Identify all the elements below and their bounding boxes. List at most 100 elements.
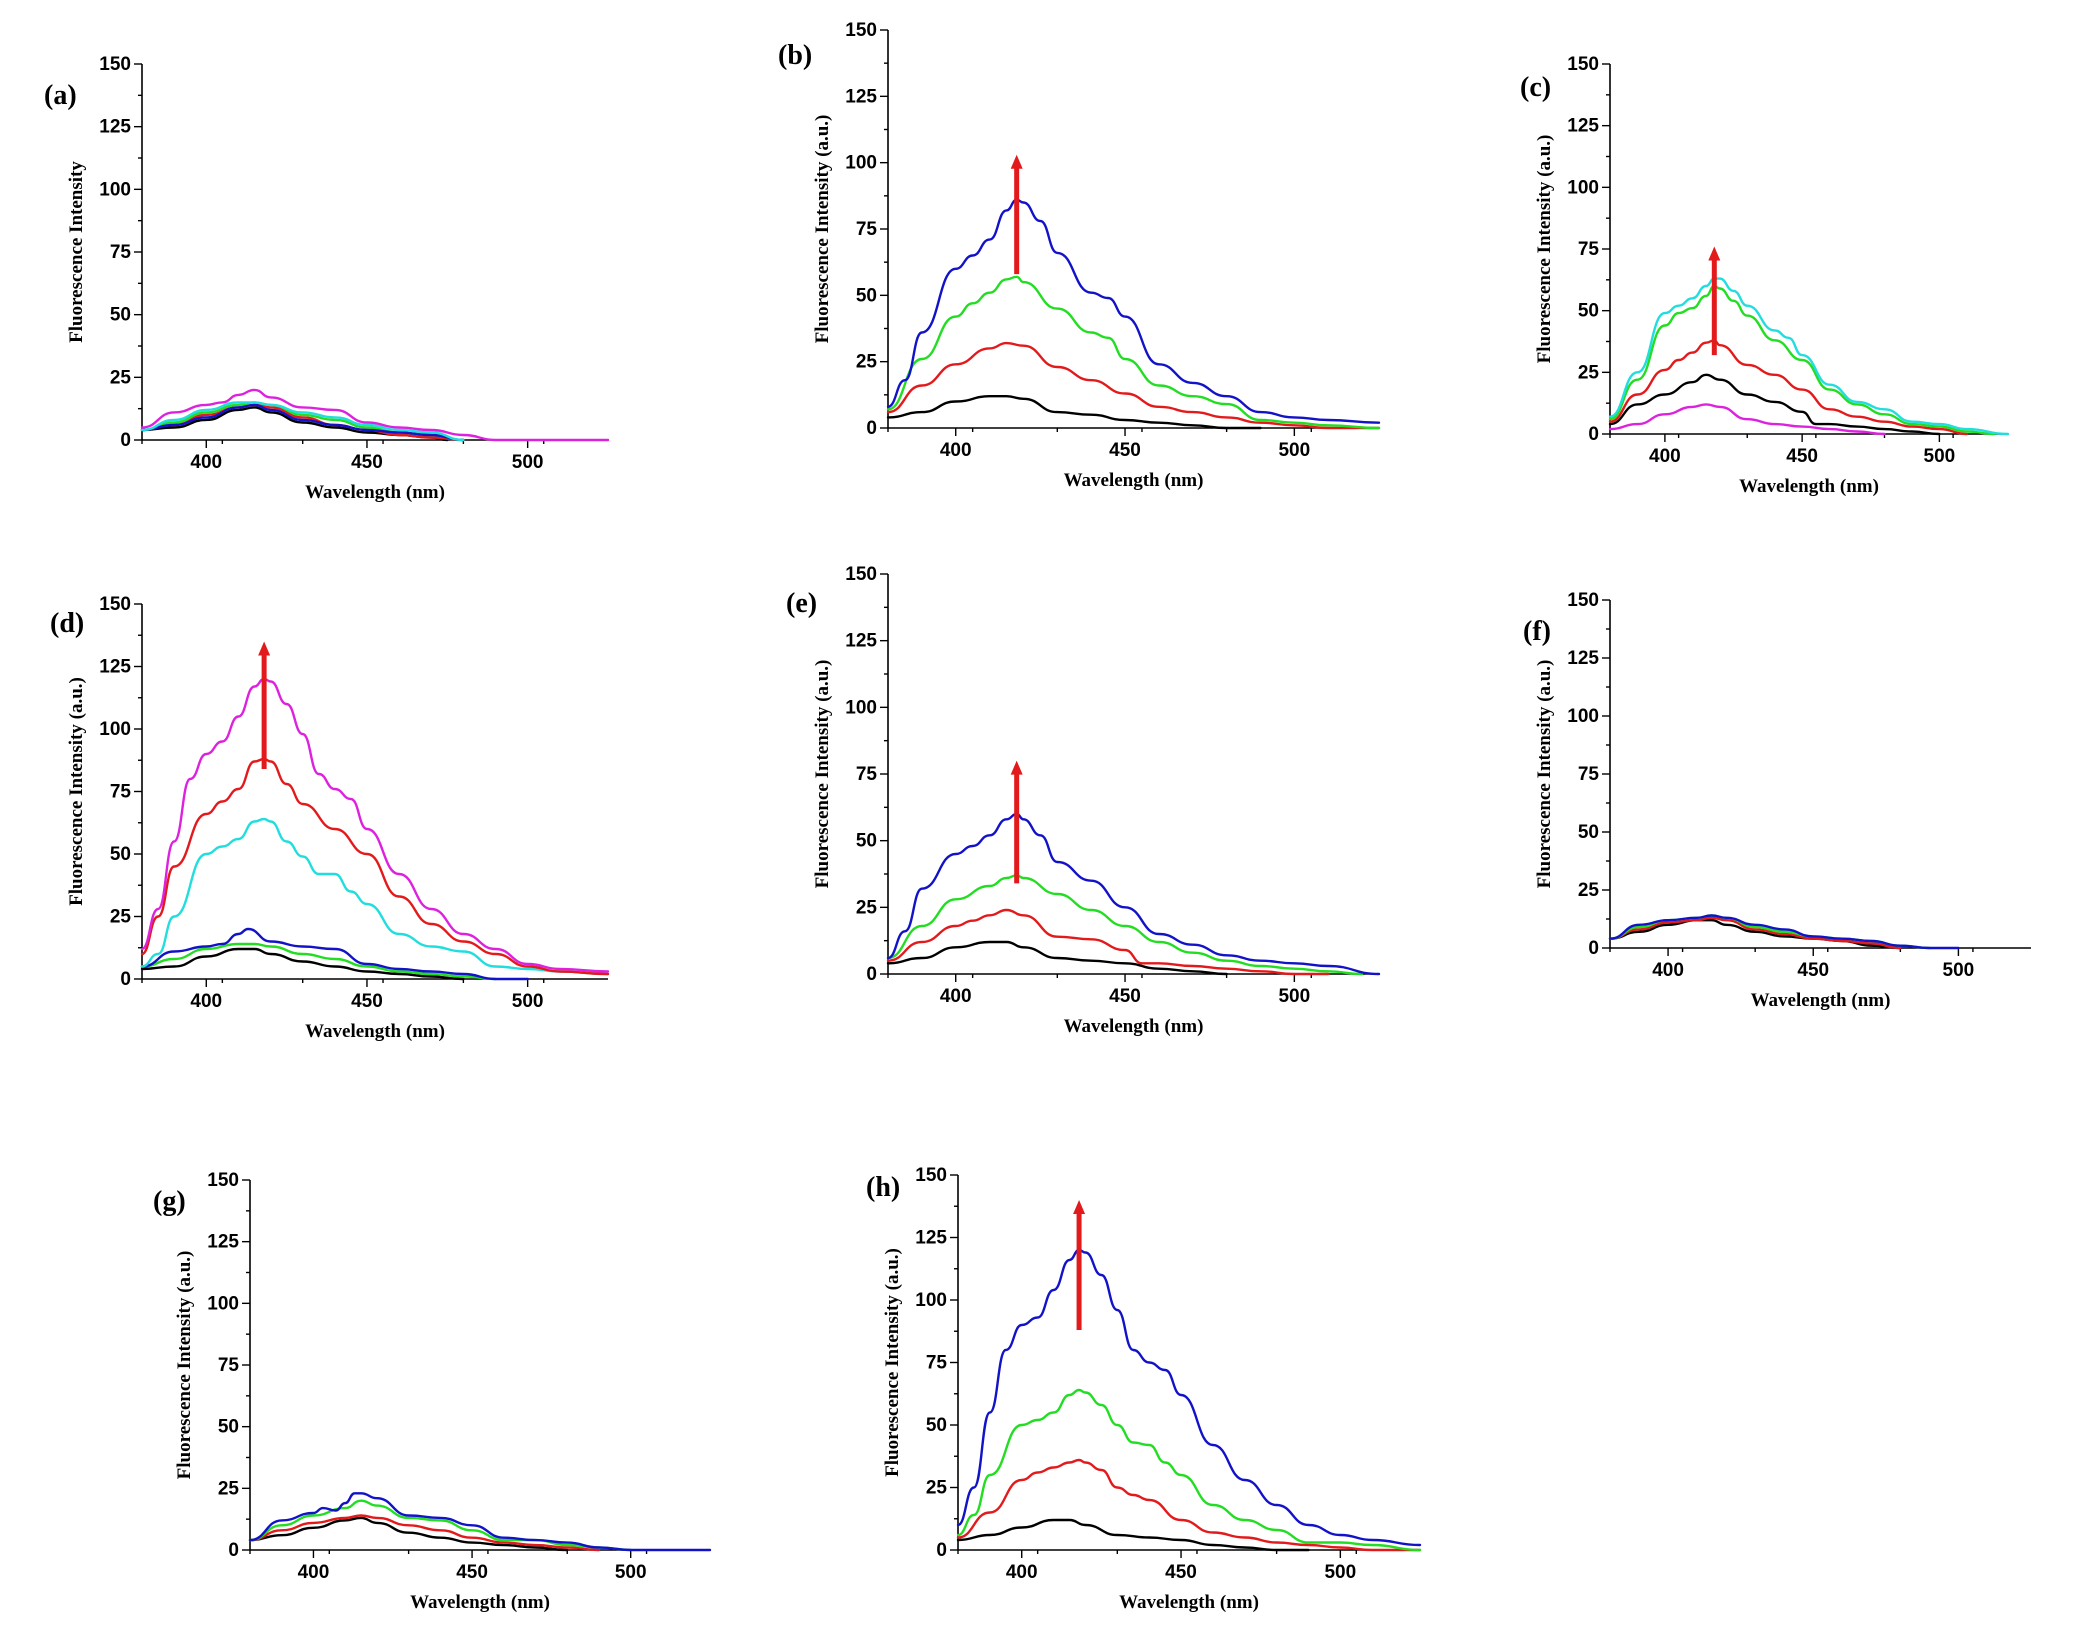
y-tick-label: 0	[120, 430, 131, 451]
x-axis-title: Wavelength (nm)	[1751, 990, 1891, 1011]
y-tick-label: 0	[866, 964, 877, 985]
y-tick-label: 50	[856, 285, 877, 306]
y-tick-label: 100	[1567, 706, 1599, 727]
y-tick-label: 0	[228, 1540, 239, 1561]
x-tick-label: 400	[1652, 960, 1684, 981]
series-line-red	[886, 908, 1330, 976]
y-axis-title: Fluorescence Intensity (a.u.)	[812, 115, 833, 344]
x-tick-label: 450	[1786, 446, 1818, 467]
series-line-cyan	[1608, 277, 2010, 436]
y-tick-label: 150	[915, 1165, 947, 1186]
y-tick-label: 50	[110, 844, 131, 865]
x-axis-title: Wavelength (nm)	[1064, 470, 1204, 491]
y-tick-label: 100	[207, 1293, 239, 1314]
chart-panel-h: (h) 0 25 50 75 100 125 150 400 450 500 Wavelength (…	[866, 1165, 1422, 1613]
series-line-black	[886, 394, 1262, 430]
y-tick-label: 25	[110, 907, 132, 928]
x-tick-label: 450	[351, 991, 383, 1012]
x-axis-title: Wavelength (nm)	[305, 1021, 445, 1042]
x-tick-label: 500	[1943, 960, 1975, 981]
increase-arrow-head	[1010, 760, 1023, 775]
panel-label: (e)	[786, 588, 817, 619]
y-tick-label: 25	[218, 1478, 240, 1499]
y-tick-label: 25	[1578, 362, 1600, 383]
chart-panel-a: (a) 0 25 50 75 100 125 150 400 450 500 Wavelength (…	[44, 54, 610, 503]
x-tick-label: 450	[456, 1562, 488, 1583]
series-line-blue	[248, 1492, 712, 1552]
panel-label: (b)	[778, 40, 812, 71]
y-tick-label: 125	[207, 1232, 239, 1253]
x-tick-label: 400	[1006, 1562, 1038, 1583]
panel-label: (h)	[866, 1172, 900, 1203]
x-tick-label: 450	[1165, 1562, 1197, 1583]
chart-panel-e: (e) 0 25 50 75 100 125 150 400 450 500 Wavelength (…	[786, 564, 1381, 1037]
y-axis-title: Fluorescence Intensity (a.u.)	[66, 677, 87, 906]
y-tick-label: 75	[926, 1353, 948, 1374]
y-tick-label: 150	[99, 594, 131, 615]
y-axis-title: Fluorescence Intensity (a.u.)	[882, 1248, 903, 1477]
x-tick-label: 500	[1278, 440, 1310, 461]
panel-label: (c)	[1520, 72, 1551, 103]
x-tick-label: 500	[1278, 986, 1310, 1007]
series-line-blue	[886, 198, 1381, 424]
y-tick-label: 75	[110, 782, 132, 803]
y-tick-label: 0	[1588, 938, 1599, 959]
y-tick-label: 25	[110, 367, 132, 388]
chart-panel-g: (g) 0 25 50 75 100 125 150 400 450 500 Wavelength (…	[153, 1170, 712, 1613]
chart-panel-d: (d) 0 25 50 75 100 125 150 400 450 500 Wavelength (…	[50, 594, 610, 1042]
y-axis-title: Fluorescence Intensity (a.u.)	[1534, 660, 1555, 889]
y-tick-label: 100	[845, 153, 877, 174]
y-tick-label: 25	[856, 352, 878, 373]
panel-label: (f)	[1523, 616, 1551, 647]
x-axis-title: Wavelength (nm)	[410, 1592, 550, 1613]
y-tick-label: 125	[1567, 648, 1599, 669]
series-line-blue	[140, 403, 465, 442]
series-line-black	[1608, 373, 1941, 436]
series-line-red	[956, 1458, 1422, 1552]
y-tick-label: 25	[926, 1478, 948, 1499]
series-line-cyan	[140, 401, 465, 442]
x-tick-label: 400	[940, 986, 972, 1007]
x-axis-title: Wavelength (nm)	[1064, 1016, 1204, 1037]
y-tick-label: 75	[110, 242, 132, 263]
x-tick-label: 500	[1324, 1562, 1356, 1583]
series-line-green	[956, 1388, 1422, 1552]
series-line-red	[140, 403, 465, 442]
series-line-green	[140, 942, 497, 981]
y-tick-label: 75	[1578, 239, 1600, 260]
y-tick-label: 50	[110, 305, 131, 326]
y-tick-label: 25	[1578, 880, 1600, 901]
x-tick-label: 500	[615, 1562, 647, 1583]
y-tick-label: 150	[845, 20, 877, 41]
series-line-magenta	[1608, 403, 1886, 436]
y-tick-label: 125	[845, 631, 877, 652]
x-tick-label: 400	[1649, 446, 1681, 467]
series-line-black	[956, 1518, 1310, 1552]
y-tick-label: 100	[845, 697, 877, 718]
x-tick-label: 450	[351, 452, 383, 473]
y-tick-label: 100	[99, 179, 131, 200]
y-tick-label: 50	[218, 1417, 239, 1438]
y-tick-label: 75	[856, 764, 878, 785]
chart-panel-c: (c) 0 25 50 75 100 125 150 400 450 500 Wavelength (…	[1520, 54, 2010, 497]
series-line-green	[886, 275, 1381, 430]
series-line-red	[248, 1514, 601, 1552]
y-tick-label: 125	[99, 117, 131, 138]
x-tick-label: 500	[512, 991, 544, 1012]
series-line-blue	[140, 927, 529, 981]
y-tick-label: 150	[207, 1170, 239, 1191]
x-axis-title: Wavelength (nm)	[1119, 1592, 1259, 1613]
y-tick-label: 25	[856, 897, 878, 918]
y-tick-label: 100	[99, 719, 131, 740]
chart-panel-f: (f) 0 25 50 75 100 125 150 400 450 500 Wavelength (…	[1523, 590, 2031, 1011]
panel-label: (d)	[50, 608, 84, 639]
y-tick-label: 75	[856, 219, 878, 240]
y-tick-label: 50	[1578, 301, 1599, 322]
y-tick-label: 0	[866, 418, 877, 439]
x-tick-label: 400	[190, 452, 222, 473]
y-tick-label: 150	[845, 564, 877, 585]
y-tick-label: 150	[1567, 54, 1599, 75]
y-tick-label: 50	[856, 831, 877, 852]
series-line-black	[886, 940, 1228, 976]
series-line-green	[886, 874, 1364, 976]
